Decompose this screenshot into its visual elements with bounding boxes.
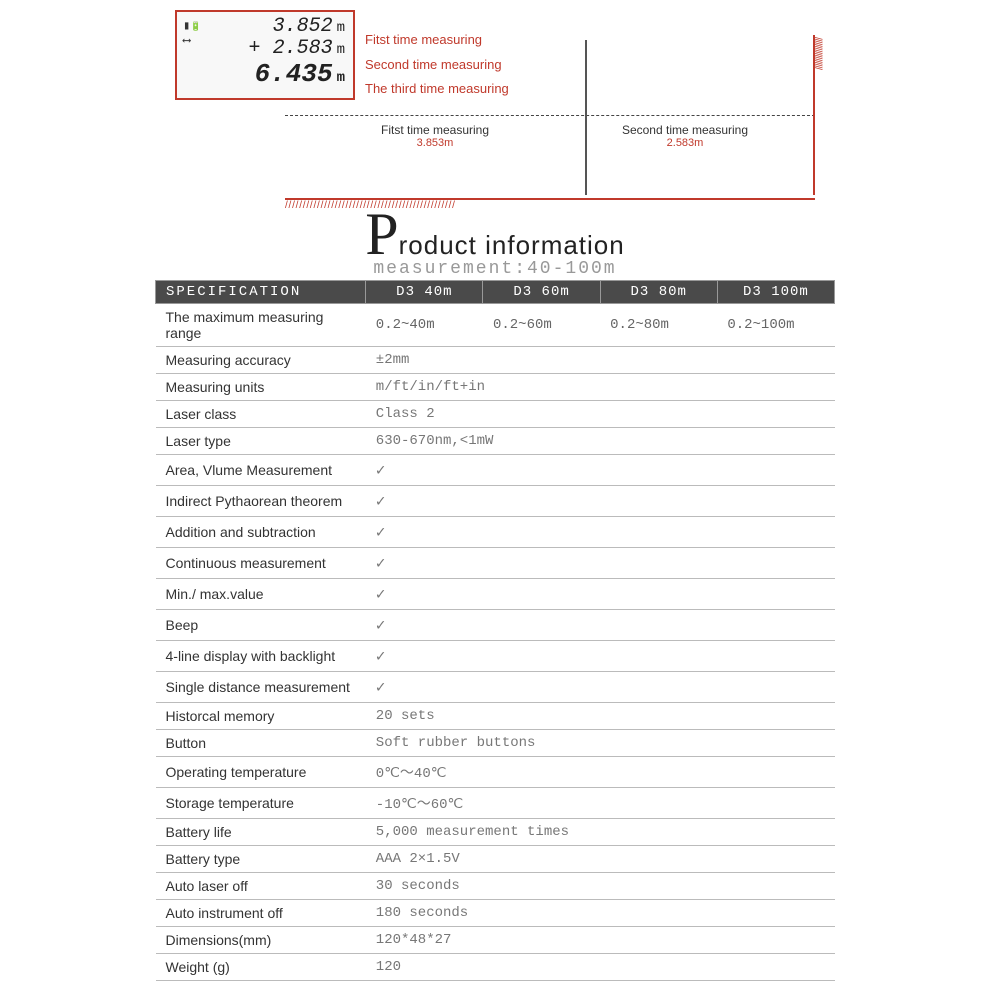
lcd-label-2: Second time measuring — [365, 53, 509, 78]
table-row: Weight (g)120 — [156, 954, 835, 981]
header-col-3: D3 80m — [600, 281, 717, 304]
row-value: 0.2~80m — [600, 304, 717, 347]
row-value: 0℃～40℃ — [366, 757, 835, 788]
specification-table: SPECIFICATION D3 40m D3 60m D3 80m D3 10… — [155, 280, 835, 981]
lcd-line-2: + 2.583m — [185, 38, 345, 60]
table-row: Area, Vlume Measurement✓ — [156, 455, 835, 486]
table-row: Auto laser off30 seconds — [156, 873, 835, 900]
row-label: Measuring accuracy — [156, 347, 366, 374]
lcd-display: ▮🔋⟷ 3.852m + 2.583m 6.435m — [175, 10, 355, 100]
lcd-status-icons: ▮🔋⟷ — [183, 18, 201, 48]
row-label: Battery life — [156, 819, 366, 846]
row-value: 5,000 measurement times — [366, 819, 835, 846]
row-value: ✓ — [366, 548, 835, 579]
row-label: 4-line display with backlight — [156, 641, 366, 672]
row-value: ✓ — [366, 486, 835, 517]
header-col-4: D3 100m — [717, 281, 834, 304]
row-value: ✓ — [366, 517, 835, 548]
table-row: Laser type630-670nm,<1mW — [156, 428, 835, 455]
row-label: Single distance measurement — [156, 672, 366, 703]
table-row: Historcal memory20 sets — [156, 703, 835, 730]
row-value: m/ft/in/ft+in — [366, 374, 835, 401]
row-label: Button — [156, 730, 366, 757]
row-value: Soft rubber buttons — [366, 730, 835, 757]
table-row: Auto instrument off180 seconds — [156, 900, 835, 927]
row-label: Dimensions(mm) — [156, 927, 366, 954]
table-row: Addition and subtraction✓ — [156, 517, 835, 548]
diagram-laser-line — [285, 115, 815, 116]
row-value: ±2mm — [366, 347, 835, 374]
diagram-segment-1: Fitst time measuring 3.853m — [345, 123, 525, 149]
lcd-line-3: 6.435m — [185, 60, 345, 89]
row-label: Historcal memory — [156, 703, 366, 730]
table-row: Laser classClass 2 — [156, 401, 835, 428]
table-row: ButtonSoft rubber buttons — [156, 730, 835, 757]
title-subtitle: measurement:40-100m — [155, 259, 835, 279]
row-value: -10℃～60℃ — [366, 788, 835, 819]
row-value: 630-670nm,<1mW — [366, 428, 835, 455]
row-label: The maximum measuring range — [156, 304, 366, 347]
diagram-segment-2: Second time measuring 2.583m — [595, 123, 775, 149]
row-label: Indirect Pythaorean theorem — [156, 486, 366, 517]
row-label: Laser type — [156, 428, 366, 455]
row-value: 0.2~100m — [717, 304, 834, 347]
row-value: 20 sets — [366, 703, 835, 730]
row-label: Continuous measurement — [156, 548, 366, 579]
row-label: Operating temperature — [156, 757, 366, 788]
title-capital: P — [365, 210, 398, 258]
row-label: Auto laser off — [156, 873, 366, 900]
row-value: Class 2 — [366, 401, 835, 428]
row-value: 0.2~40m — [366, 304, 483, 347]
table-row: Indirect Pythaorean theorem✓ — [156, 486, 835, 517]
row-value: 120 — [366, 954, 835, 981]
table-row: The maximum measuring range0.2~40m0.2~60… — [156, 304, 835, 347]
table-row: 4-line display with backlight✓ — [156, 641, 835, 672]
table-row: Beep✓ — [156, 610, 835, 641]
row-label: Measuring units — [156, 374, 366, 401]
row-value: AAA 2×1.5V — [366, 846, 835, 873]
row-label: Area, Vlume Measurement — [156, 455, 366, 486]
row-value: 120*48*27 — [366, 927, 835, 954]
title-block: Product information measurement:40-100m — [155, 210, 835, 279]
row-value: ✓ — [366, 641, 835, 672]
lcd-label-list: Fitst time measuring Second time measuri… — [365, 28, 509, 102]
table-header-row: SPECIFICATION D3 40m D3 60m D3 80m D3 10… — [156, 281, 835, 304]
row-label: Beep — [156, 610, 366, 641]
table-row: Measuring accuracy±2mm — [156, 347, 835, 374]
row-label: Battery type — [156, 846, 366, 873]
row-value: ✓ — [366, 579, 835, 610]
row-value: ✓ — [366, 455, 835, 486]
row-label: Min./ max.value — [156, 579, 366, 610]
row-label: Auto instrument off — [156, 900, 366, 927]
table-row: Measuring unitsm/ft/in/ft+in — [156, 374, 835, 401]
wall-hatching: ////////////////// — [812, 37, 823, 69]
header-col-2: D3 60m — [483, 281, 600, 304]
header-col-1: D3 40m — [366, 281, 483, 304]
header-spec: SPECIFICATION — [156, 281, 366, 304]
row-value: 0.2~60m — [483, 304, 600, 347]
table-row: Storage temperature-10℃～60℃ — [156, 788, 835, 819]
table-row: Operating temperature0℃～40℃ — [156, 757, 835, 788]
table-row: Battery typeAAA 2×1.5V — [156, 846, 835, 873]
table-row: Battery life5,000 measurement times — [156, 819, 835, 846]
lcd-label-1: Fitst time measuring — [365, 28, 509, 53]
row-value: 30 seconds — [366, 873, 835, 900]
table-row: Dimensions(mm)120*48*27 — [156, 927, 835, 954]
table-row: Min./ max.value✓ — [156, 579, 835, 610]
measurement-diagram: ////////////////// / / / / / / / / / / /… — [285, 105, 815, 200]
row-value: ✓ — [366, 672, 835, 703]
row-value: ✓ — [366, 610, 835, 641]
row-label: Laser class — [156, 401, 366, 428]
table-row: Continuous measurement✓ — [156, 548, 835, 579]
row-label: Weight (g) — [156, 954, 366, 981]
table-row: Single distance measurement✓ — [156, 672, 835, 703]
row-label: Addition and subtraction — [156, 517, 366, 548]
diagram-mid-post — [585, 40, 587, 195]
lcd-label-3: The third time measuring — [365, 77, 509, 102]
lcd-line-1: 3.852m — [185, 16, 345, 38]
row-label: Storage temperature — [156, 788, 366, 819]
title-text: roduct information — [399, 230, 625, 260]
row-value: 180 seconds — [366, 900, 835, 927]
